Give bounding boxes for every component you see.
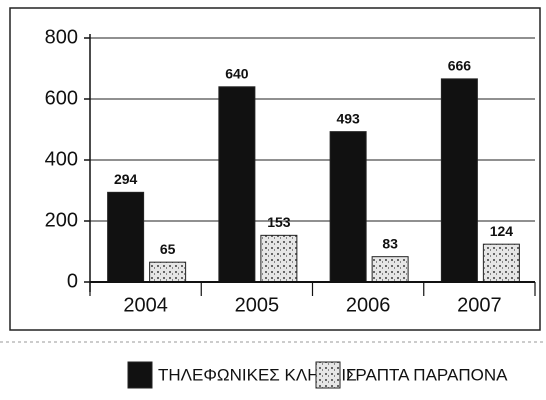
data-label: 640 — [225, 66, 249, 82]
frame — [9, 7, 541, 331]
legend-swatch — [315, 361, 341, 389]
legend-label: ΤΗΛΕΦΩΝΙΚΕΣ ΚΛΗΣΕΙΣ — [158, 365, 357, 384]
bar — [149, 261, 187, 283]
x-tick-label: 2006 — [346, 294, 391, 316]
data-label: 294 — [114, 171, 138, 187]
bar — [440, 78, 478, 283]
legend-swatch — [127, 361, 153, 389]
bar — [371, 256, 409, 283]
bar — [260, 234, 298, 283]
x-tick-label: 2005 — [235, 294, 280, 316]
data-label: 124 — [490, 223, 514, 239]
data-label: 83 — [382, 235, 398, 251]
data-label: 666 — [448, 58, 472, 74]
data-label: 493 — [336, 110, 360, 126]
bar — [329, 131, 367, 283]
x-tick-label: 2004 — [123, 294, 168, 316]
y-tick-label: 800 — [45, 26, 78, 48]
y-tick-label: 0 — [67, 270, 78, 292]
bar — [482, 243, 520, 283]
y-tick-label: 200 — [45, 209, 78, 231]
data-label: 153 — [267, 214, 291, 230]
x-tick-label: 2007 — [457, 294, 502, 316]
bar — [218, 86, 256, 283]
y-tick-label: 600 — [45, 87, 78, 109]
legend-label: ΓΡΑΠΤΑ ΠΑΡΑΠΟΝΑ — [346, 365, 508, 384]
bar — [107, 191, 145, 283]
data-label: 65 — [160, 241, 176, 257]
y-tick-label: 400 — [45, 148, 78, 170]
